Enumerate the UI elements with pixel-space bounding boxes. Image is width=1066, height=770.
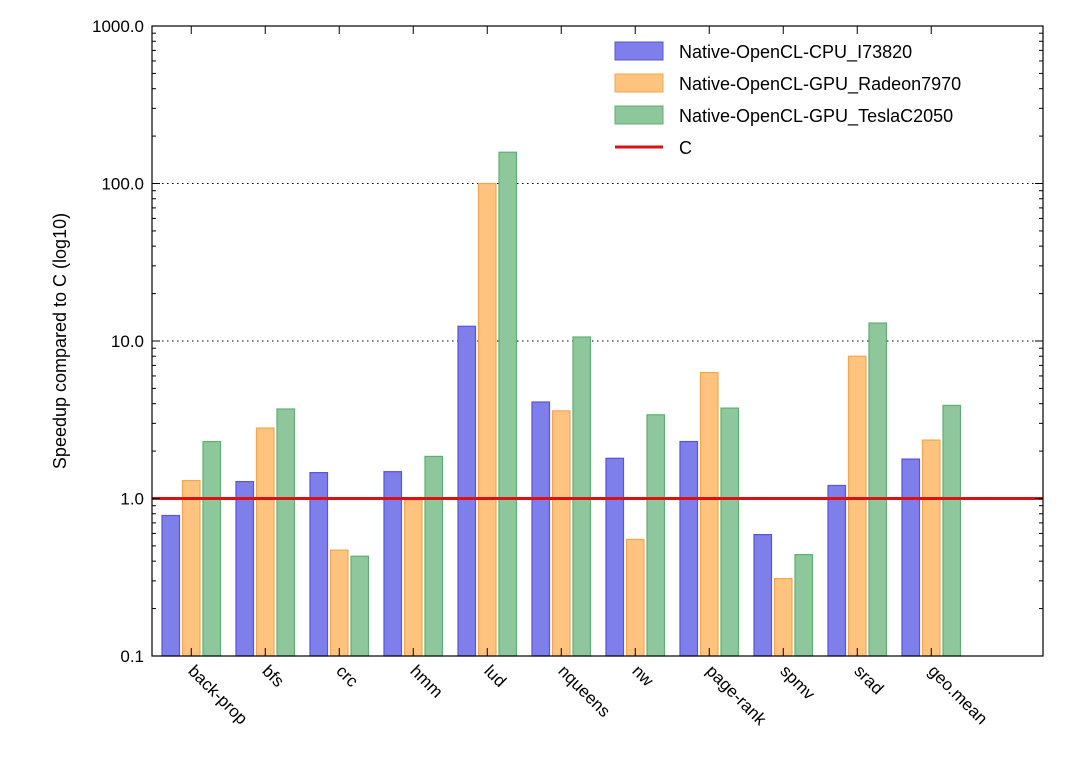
bar-lud-series-1	[457, 325, 477, 657]
bar-hmm-series-2	[403, 499, 423, 657]
bar-spmv-series-2	[773, 578, 793, 657]
bars	[161, 151, 962, 657]
bar-lud-series-3	[498, 151, 518, 657]
legend-label: Native-OpenCL-CPU_I73820	[679, 42, 912, 63]
bar-nw-series-2	[625, 538, 645, 657]
bar-srad-series-3	[868, 322, 888, 657]
x-tick-label: hmm	[406, 661, 446, 701]
x-tick-label: nqueens	[554, 661, 614, 721]
bar-spmv-series-1	[753, 533, 773, 657]
x-tick-label: crc	[332, 661, 362, 691]
bar-back-prop-series-1	[161, 514, 181, 657]
legend-label: Native-OpenCL-GPU_Radeon7970	[679, 74, 961, 95]
bar-srad-series-2	[847, 355, 867, 657]
y-tick-label: 10.0	[111, 332, 144, 351]
legend-swatch	[614, 41, 664, 61]
y-tick-label: 1000.0	[92, 17, 144, 36]
bar-nw-series-3	[646, 414, 666, 657]
bar-geo-mean-series-3	[942, 404, 962, 657]
y-tick-label: 0.1	[120, 647, 144, 666]
x-tick-label: spmv	[776, 661, 819, 704]
x-tick-label: geo.mean	[924, 661, 991, 728]
bar-back-prop-series-3	[202, 440, 222, 657]
x-tick-label: nw	[628, 661, 657, 690]
x-tick-label: back-prop	[184, 661, 251, 728]
bar-nqueens-series-3	[572, 336, 592, 657]
bar-nw-series-1	[605, 457, 625, 657]
bar-nqueens-series-1	[531, 401, 551, 657]
x-tick-label: page-rank	[702, 661, 770, 729]
bar-crc-series-1	[309, 472, 329, 657]
x-tick-label: bfs	[258, 661, 287, 690]
bar-hmm-series-3	[424, 455, 444, 657]
bar-bfs-series-2	[255, 427, 275, 657]
y-tick-label: 1.0	[120, 490, 144, 509]
bar-srad-series-1	[827, 484, 847, 657]
bar-page-rank-series-2	[699, 372, 719, 657]
bar-geo-mean-series-2	[921, 439, 941, 657]
x-tick-label: srad	[850, 661, 887, 698]
legend-swatch	[614, 73, 664, 93]
y-axis-title: Speedup compared to C (log10)	[50, 213, 70, 469]
legend-label: Native-OpenCL-GPU_TeslaC2050	[679, 106, 953, 127]
bar-lud-series-2	[477, 182, 497, 657]
bar-back-prop-series-2	[181, 479, 201, 657]
y-axis: 0.1 1.0 10.0 100.0 1000.0	[92, 17, 1043, 666]
bar-nqueens-series-2	[551, 410, 571, 657]
bar-geo-mean-series-1	[901, 458, 921, 657]
legend: Native-OpenCL-CPU_I73820 Native-OpenCL-GP…	[614, 41, 961, 158]
x-tick-label: lud	[480, 661, 509, 690]
bar-page-rank-series-1	[679, 440, 699, 657]
bar-bfs-series-3	[276, 408, 296, 657]
bar-bfs-series-1	[235, 481, 255, 657]
legend-label: C	[679, 138, 692, 158]
bar-crc-series-3	[350, 555, 370, 657]
bar-spmv-series-3	[794, 554, 814, 657]
y-tick-label: 100.0	[101, 175, 144, 194]
bar-crc-series-2	[329, 549, 349, 657]
bar-page-rank-series-3	[720, 407, 740, 657]
legend-swatch	[614, 105, 664, 125]
